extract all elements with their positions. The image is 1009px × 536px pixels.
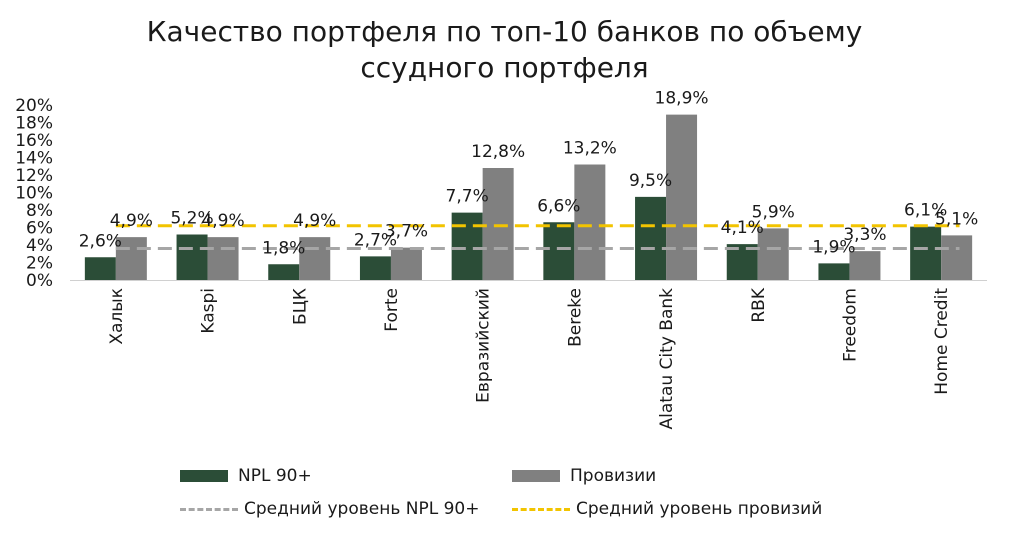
data-label-npl: 2,6% — [79, 231, 122, 251]
bar-npl — [451, 212, 483, 280]
y-tick-label: 8% — [26, 201, 53, 221]
x-tick-label: RBK — [749, 287, 769, 322]
bar-npl — [84, 257, 116, 280]
data-label-provisions: 5,9% — [752, 202, 795, 222]
data-label-provisions: 4,9% — [201, 211, 244, 231]
data-label-provisions: 4,9% — [110, 211, 153, 231]
data-label-provisions: 5,1% — [935, 209, 978, 229]
chart-title: Качество портфеля по топ-10 банков по об… — [0, 14, 1009, 86]
y-tick-label: 2% — [26, 254, 53, 274]
chart-title-line-1: Качество портфеля по топ-10 банков по об… — [146, 15, 863, 48]
data-label-provisions: 4,9% — [293, 211, 336, 231]
x-tick-label: Freedom — [840, 288, 860, 362]
data-label-provisions: 13,2% — [563, 139, 617, 159]
y-tick-label: 18% — [15, 114, 53, 134]
y-tick-label: 14% — [15, 149, 53, 169]
bar-provisions — [390, 247, 422, 280]
bar-provisions — [115, 237, 147, 280]
data-label-provisions: 12,8% — [471, 142, 525, 162]
data-label-npl: 6,6% — [537, 196, 580, 216]
x-tick-label: Bereke — [565, 288, 585, 347]
y-tick-label: 4% — [26, 236, 53, 256]
data-label-provisions: 18,9% — [655, 89, 709, 109]
data-label-npl: 1,9% — [812, 237, 855, 257]
data-label-npl: 7,7% — [446, 187, 489, 207]
bar-npl — [910, 226, 942, 280]
data-label-provisions: 3,7% — [385, 222, 428, 242]
y-tick-label: 0% — [26, 271, 53, 291]
x-tick-label: Евразийский — [474, 288, 494, 403]
x-tick-label: Alatau City Bank — [657, 288, 677, 430]
x-tick-label: Home Credit — [932, 288, 952, 395]
data-label-npl: 6,1% — [904, 201, 947, 221]
x-tick-label: Kaspi — [199, 288, 219, 334]
bar-provisions — [941, 235, 973, 280]
y-tick-label: 20% — [15, 96, 53, 116]
data-label-npl: 2,7% — [354, 230, 397, 250]
bar-provisions — [849, 251, 881, 280]
bar-npl — [726, 244, 758, 280]
bar-npl — [268, 264, 300, 280]
y-tick-label: 10% — [15, 184, 53, 204]
bar-npl — [543, 222, 575, 280]
x-tick-label: БЦК — [290, 288, 310, 325]
data-label-npl: 1,8% — [262, 238, 305, 258]
bar-npl — [176, 234, 208, 280]
bar-provisions — [757, 228, 789, 280]
bar-provisions — [574, 164, 606, 280]
data-label-npl: 5,2% — [170, 209, 213, 229]
data-label-npl: 9,5% — [629, 171, 672, 191]
x-tick-label: Халык — [107, 288, 127, 345]
bar-npl — [359, 256, 391, 280]
data-label-provisions: 3,3% — [843, 225, 886, 245]
bar-provisions — [666, 114, 698, 280]
bar-provisions — [299, 237, 331, 280]
y-tick-label: 6% — [26, 219, 53, 239]
chart-title-line-2: ссудного портфеля — [360, 51, 649, 84]
x-tick-label: Forte — [382, 288, 402, 332]
y-tick-label: 16% — [15, 131, 53, 151]
data-label-npl: 4,1% — [721, 218, 764, 238]
y-tick-label: 12% — [15, 166, 53, 186]
bar-provisions — [207, 237, 239, 280]
bar-npl — [635, 196, 667, 280]
bar-provisions — [482, 168, 514, 280]
bar-npl — [818, 263, 850, 280]
